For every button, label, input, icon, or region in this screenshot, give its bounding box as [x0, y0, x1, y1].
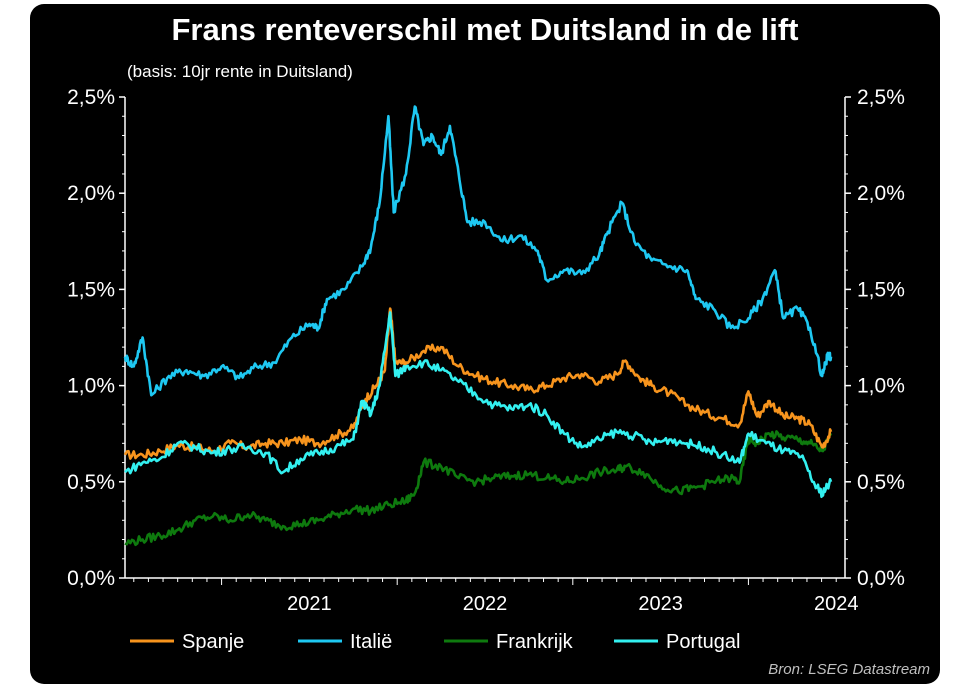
y-tick-label-right: 2,0% — [857, 182, 905, 205]
y-tick-label-right: 0,0% — [857, 567, 905, 590]
y-tick-label-right: 1,5% — [857, 278, 905, 301]
y-tick-label-right: 0,5% — [857, 471, 905, 494]
y-tick-label-left: 2,5% — [67, 86, 115, 109]
chart-frame: Frans renteverschil met Duitsland in de … — [30, 4, 940, 684]
x-tick-label: 2023 — [638, 593, 683, 615]
y-tick-label-left: 0,0% — [67, 567, 115, 590]
y-tick-label-left: 1,0% — [67, 375, 115, 398]
legend-label: Frankrijk — [496, 631, 574, 653]
y-tick-label-left: 0,5% — [67, 471, 115, 494]
series-line-portugal — [124, 311, 833, 499]
x-tick-label: 2022 — [463, 593, 508, 615]
y-tick-label-left: 2,0% — [67, 182, 115, 205]
legend-label: Italië — [350, 631, 392, 653]
legend-label: Portugal — [666, 631, 741, 653]
y-tick-label-right: 1,0% — [857, 375, 905, 398]
legend-label: Spanje — [182, 631, 244, 653]
line-chart: 0,0% 0,0% 0,5% 0,5% 1,0% 1,0% 1,5% 1,5% 2,0% 2,0%… — [67, 86, 905, 653]
chart-title: Frans renteverschil met Duitsland in de … — [171, 12, 799, 47]
series-line-spanje — [123, 307, 833, 460]
source-note: Bron: LSEG Datastream — [768, 661, 930, 678]
y-tick-label-left: 1,5% — [67, 278, 115, 301]
chart-subtitle: (basis: 10jr rente in Duitsland) — [127, 62, 353, 81]
series-line-italië — [123, 105, 833, 397]
x-tick-label: 2021 — [287, 593, 332, 615]
series-line-frankrijk — [124, 430, 833, 547]
x-tick-label: 2024 — [814, 593, 859, 615]
y-tick-label-right: 2,5% — [857, 86, 905, 109]
